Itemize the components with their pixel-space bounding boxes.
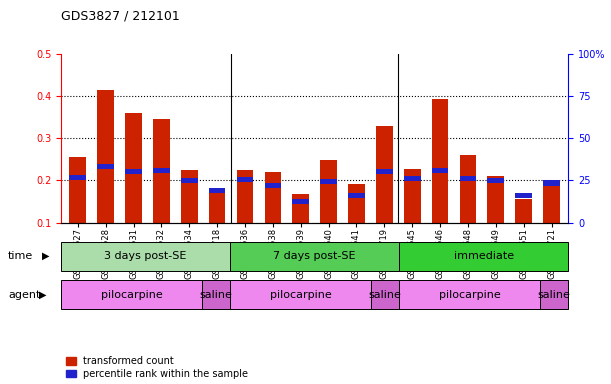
Bar	[399, 242, 568, 271]
Text: saline: saline	[368, 290, 401, 300]
Bar	[265, 183, 281, 188]
Bar	[293, 199, 309, 204]
Bar	[181, 170, 197, 223]
Bar	[181, 178, 197, 184]
Bar	[432, 168, 448, 173]
Bar	[540, 280, 568, 309]
Bar	[202, 280, 230, 309]
Text: pilocarpine: pilocarpine	[439, 290, 500, 300]
Text: saline: saline	[538, 290, 571, 300]
Bar	[515, 193, 532, 198]
Bar	[348, 184, 365, 223]
Bar	[97, 164, 114, 169]
Bar	[376, 126, 393, 223]
Bar	[230, 242, 399, 271]
Bar	[399, 280, 540, 309]
Bar	[61, 280, 202, 309]
Bar	[125, 169, 142, 174]
Bar	[70, 175, 86, 180]
Text: time: time	[8, 251, 33, 261]
Legend: transformed count, percentile rank within the sample: transformed count, percentile rank withi…	[66, 356, 249, 379]
Bar	[230, 280, 371, 309]
Bar	[320, 160, 337, 223]
Bar	[320, 179, 337, 184]
Bar	[515, 200, 532, 223]
Text: pilocarpine: pilocarpine	[101, 290, 163, 300]
Bar	[376, 169, 393, 174]
Text: 7 days post-SE: 7 days post-SE	[273, 251, 356, 262]
Bar	[265, 172, 281, 223]
Bar	[404, 169, 420, 223]
Text: ▶: ▶	[38, 290, 46, 300]
Bar	[459, 155, 477, 223]
Text: pilocarpine: pilocarpine	[269, 290, 331, 300]
Bar	[125, 113, 142, 223]
Bar	[488, 178, 504, 184]
Bar	[97, 90, 114, 223]
Bar	[70, 157, 86, 223]
Bar	[543, 180, 560, 185]
Bar	[543, 180, 560, 223]
Bar	[459, 176, 477, 181]
Text: 3 days post-SE: 3 days post-SE	[104, 251, 187, 262]
Bar	[61, 242, 230, 271]
Bar	[209, 190, 225, 223]
Bar	[209, 188, 225, 193]
Text: saline: saline	[200, 290, 233, 300]
Text: agent: agent	[8, 290, 40, 300]
Bar	[236, 170, 254, 223]
Bar	[293, 194, 309, 223]
Bar	[371, 280, 399, 309]
Bar	[348, 193, 365, 198]
Bar	[153, 119, 170, 223]
Text: ▶: ▶	[42, 251, 49, 261]
Bar	[432, 99, 448, 223]
Bar	[404, 176, 420, 181]
Bar	[153, 168, 170, 173]
Bar	[236, 177, 254, 182]
Bar	[488, 176, 504, 223]
Text: immediate: immediate	[453, 251, 514, 262]
Text: GDS3827 / 212101: GDS3827 / 212101	[61, 10, 180, 23]
